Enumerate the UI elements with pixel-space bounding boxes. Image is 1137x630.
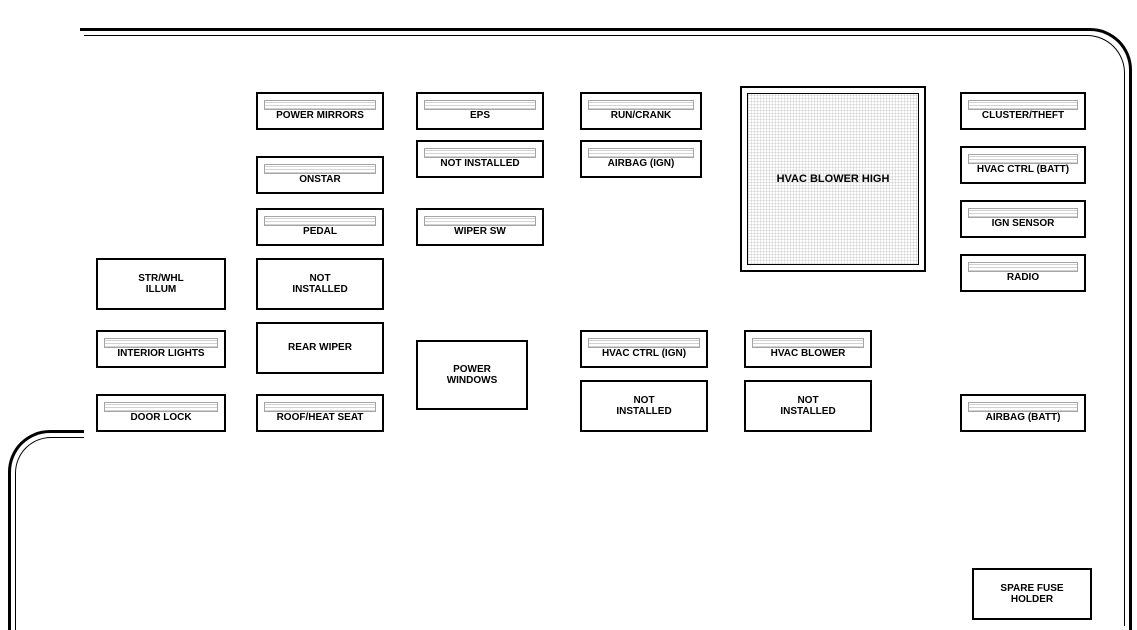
fuse-strip (588, 338, 700, 348)
bigbox-hvac-blower-high: HVAC BLOWER HIGH (740, 86, 926, 272)
fuse-airbag-batt: AIRBAG (BATT) (960, 394, 1086, 432)
fuse-cluster-theft: CLUSTER/THEFT (960, 92, 1086, 130)
fuse-hvac-blower: HVAC BLOWER (744, 330, 872, 368)
fuse-radio: RADIO (960, 254, 1086, 292)
fuse-hvac-ctrl-batt: HVAC CTRL (BATT) (960, 146, 1086, 184)
fuse-strip (968, 208, 1078, 218)
fuse-label: AIRBAG (BATT) (982, 412, 1065, 424)
box-not-installed-2: NOT INSTALLED (256, 258, 384, 310)
fuse-airbag-ign: AIRBAG (IGN) (580, 140, 702, 178)
box-not-installed-3: NOT INSTALLED (580, 380, 708, 432)
fuse-label: WIPER SW (450, 226, 510, 238)
fuse-label: PEDAL (299, 226, 341, 238)
fuse-label: DOOR LOCK (126, 412, 195, 424)
fuse-label: HVAC CTRL (IGN) (598, 348, 690, 360)
fuse-label: HVAC BLOWER (767, 348, 850, 360)
fuse-strip (424, 148, 536, 158)
fuse-wiper-sw: WIPER SW (416, 208, 544, 246)
fuse-strip (968, 100, 1078, 110)
fuse-strip (264, 216, 376, 226)
fuse-label: RUN/CRANK (607, 110, 676, 122)
fuse-strip (104, 402, 218, 412)
fuse-strip (424, 100, 536, 110)
fuse-label: POWER MIRRORS (272, 110, 368, 122)
fuse-label: RADIO (1003, 272, 1043, 284)
fuse-interior-lights: INTERIOR LIGHTS (96, 330, 226, 368)
fuse-pedal: PEDAL (256, 208, 384, 246)
fuse-strip (104, 338, 218, 348)
fuse-label: HVAC CTRL (BATT) (973, 164, 1073, 176)
fuse-onstar: ONSTAR (256, 156, 384, 194)
fuse-roof-heat-seat: ROOF/HEAT SEAT (256, 394, 384, 432)
fuse-strip (264, 100, 376, 110)
bigbox-label: HVAC BLOWER HIGH (771, 173, 896, 185)
fuse-strip (968, 402, 1078, 412)
fuse-label: ONSTAR (295, 174, 344, 186)
fuse-strip (588, 100, 694, 110)
fuse-label: EPS (466, 110, 494, 122)
fuse-label: INTERIOR LIGHTS (113, 348, 208, 360)
fuse-label: IGN SENSOR (988, 218, 1059, 230)
fuse-strip (968, 154, 1078, 164)
fuse-ign-sensor: IGN SENSOR (960, 200, 1086, 238)
fuse-power-mirrors: POWER MIRRORS (256, 92, 384, 130)
box-str-whl-illum: STR/WHL ILLUM (96, 258, 226, 310)
fuse-eps: EPS (416, 92, 544, 130)
fuse-strip (588, 148, 694, 158)
box-power-windows: POWER WINDOWS (416, 340, 528, 410)
fuse-label: AIRBAG (IGN) (604, 158, 679, 170)
box-not-installed-4: NOT INSTALLED (744, 380, 872, 432)
box-spare-fuse-holder: SPARE FUSE HOLDER (972, 568, 1092, 620)
fuse-label: CLUSTER/THEFT (978, 110, 1068, 122)
diagram-canvas: POWER MIRRORS EPS RUN/CRANK CLUSTER/THEFT ON… (0, 0, 1137, 630)
fuse-door-lock: DOOR LOCK (96, 394, 226, 432)
fuse-strip (968, 262, 1078, 272)
fuse-not-installed-1: NOT INSTALLED (416, 140, 544, 178)
box-rear-wiper: REAR WIPER (256, 322, 384, 374)
fuse-label: NOT INSTALLED (436, 158, 523, 170)
fuse-strip (264, 164, 376, 174)
fuse-run-crank: RUN/CRANK (580, 92, 702, 130)
fuse-hvac-ctrl-ign: HVAC CTRL (IGN) (580, 330, 708, 368)
fuse-strip (264, 402, 376, 412)
fuse-strip (752, 338, 864, 348)
fuse-strip (424, 216, 536, 226)
fuse-label: ROOF/HEAT SEAT (273, 412, 368, 424)
panel-hook (8, 430, 84, 630)
